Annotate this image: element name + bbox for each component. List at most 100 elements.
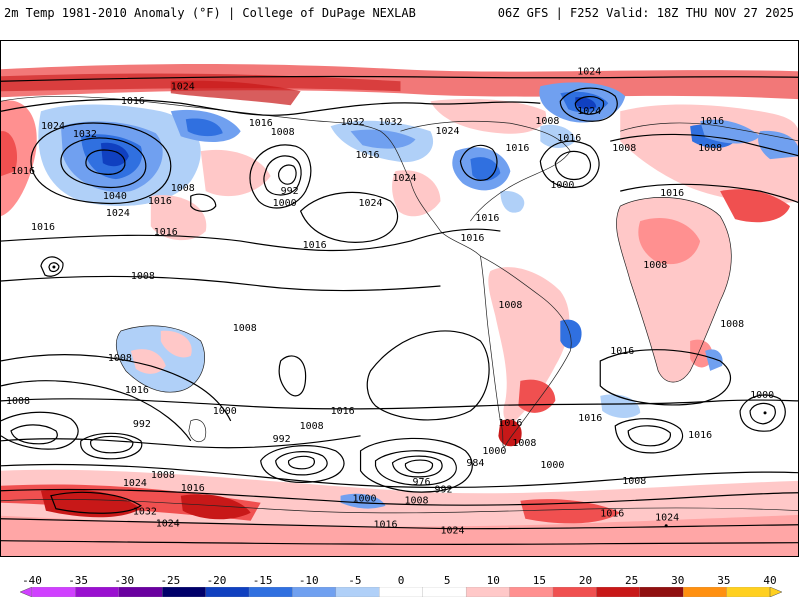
isobar-label: 1016	[660, 188, 684, 199]
isobar-label: 1040	[103, 191, 127, 202]
isobar-label: 1008	[622, 476, 646, 487]
isobar-label: 1008	[300, 421, 324, 432]
isobar-label: 1024	[435, 126, 459, 137]
colorbar-tick-label: 15	[532, 574, 546, 587]
isobar-label: 1008	[151, 470, 175, 481]
colorbar-swatch	[465, 587, 511, 597]
colorbar-tick-label: -20	[206, 574, 227, 587]
model-valid-time: 06Z GFS | F252 Valid: 18Z THU NOV 27 202…	[497, 6, 794, 20]
temperature-anomaly-map: 1016 1024 1024 1016 1032 1016 1008 1032 …	[0, 40, 799, 557]
isobar-label: 1000	[750, 390, 774, 401]
isobar-label: 1000	[353, 494, 377, 505]
isobar-label: 1024	[655, 513, 679, 524]
colorbar	[20, 587, 782, 597]
isobar-label: 1008	[698, 143, 722, 154]
colorbar-tick-label: 40	[763, 574, 777, 587]
isobar-label: 1024	[577, 106, 601, 117]
isobar-label: 1024	[156, 519, 180, 530]
colorbar-tick-label: -25	[160, 574, 181, 587]
isobar-label: 1024	[106, 208, 130, 219]
isobar-label: 1016	[125, 385, 149, 396]
isobar-label: 1016	[331, 406, 355, 417]
colorbar-tick-label: -40	[22, 574, 42, 587]
colorbar-tick-label: -15	[252, 574, 273, 587]
colorbar-swatch	[248, 587, 294, 597]
isobar-label: 1008	[612, 143, 636, 154]
isobar-label: 1016	[578, 413, 602, 424]
isobar-label: 1032	[73, 129, 97, 140]
isobar-label: 992	[273, 434, 291, 445]
isobar-label: 1024	[41, 121, 65, 132]
isobar-label: 1024	[440, 526, 464, 537]
pressure-center-markers	[52, 265, 767, 528]
colorbar-tick-label: 35	[717, 574, 731, 587]
colorbar-swatch	[726, 587, 771, 597]
colorbar-swatch	[639, 587, 684, 597]
isobar-label: 1008	[512, 438, 536, 449]
isobar-label: 1008	[108, 353, 132, 364]
isobar-label: 1016	[356, 150, 380, 161]
low-center-marker	[763, 411, 767, 415]
isobar-label: 1016	[505, 143, 529, 154]
isobar-label: 992	[133, 419, 151, 430]
isobar-label: 992	[281, 186, 299, 197]
colorbar-swatch	[422, 587, 467, 597]
colorbar-tick-label: 10	[486, 574, 500, 587]
colorbar-tick-label: 30	[671, 574, 685, 587]
colorbar-swatch	[335, 587, 380, 597]
isobar-label: 984	[466, 458, 484, 469]
isobar-label: 1032	[133, 507, 157, 518]
colorbar-swatch	[205, 587, 250, 597]
colorbar-swatch	[509, 587, 554, 597]
isobar-label: 1016	[249, 118, 273, 129]
isobar-label: 1016	[121, 96, 145, 107]
isobar-label: 1008	[171, 183, 195, 194]
isobar-label: 1016	[498, 418, 522, 429]
isobar-label: 1016	[31, 222, 55, 233]
isobars	[1, 75, 798, 545]
isobar-label: 1016	[475, 213, 499, 224]
isobar-label: 1000	[540, 460, 564, 471]
colorbar-swatch	[118, 587, 163, 597]
colorbar-tick-label: -30	[114, 574, 135, 587]
isobar-label: 1000	[482, 446, 506, 457]
low-center-marker	[664, 524, 668, 528]
isobar-label: 976	[412, 477, 430, 488]
isobar-label: 1024	[123, 478, 147, 489]
isobar-label: 1024	[393, 173, 417, 184]
colorbar-swatch	[162, 587, 207, 597]
isobar-label: 1016	[154, 227, 178, 238]
colorbar-swatch	[292, 587, 337, 597]
isobar-label: 1024	[359, 198, 383, 209]
isobar-label: 1016	[557, 133, 581, 144]
map-title: 2m Temp 1981-2010 Anomaly (°F) | College…	[4, 6, 416, 20]
isobar-label: 1008	[131, 271, 155, 282]
colorbar-tick-label: -5	[348, 574, 362, 587]
colorbar-tick-label: 0	[397, 574, 405, 587]
isobar-label: 1008	[643, 260, 667, 271]
isobar-label: 1008	[233, 323, 257, 334]
colorbar-swatch	[31, 587, 77, 597]
isobar-label: 1008	[6, 396, 30, 407]
isobar-labels: 1016 1024 1024 1016 1032 1016 1008 1032 …	[6, 66, 774, 536]
header: 2m Temp 1981-2010 Anomaly (°F) | College…	[0, 0, 800, 40]
isobar-label: 1016	[148, 196, 172, 207]
isobar-label: 1016	[374, 520, 398, 531]
colorbar-tick-label: -35	[68, 574, 89, 587]
isobar-label: 1032	[379, 117, 403, 128]
colorbar-tick-label: 25	[625, 574, 639, 587]
colorbar-tick-label: -10	[298, 574, 319, 587]
isobar-label: 992	[434, 485, 452, 496]
colorbar-max-arrow	[769, 587, 782, 597]
isobar-label: 1032	[341, 117, 365, 128]
colorbar-swatch	[596, 587, 641, 597]
isobar-label: 1008	[271, 127, 295, 138]
isobar-label: 1008	[404, 496, 428, 507]
colorbar-swatch	[552, 587, 598, 597]
isobar-label: 1008	[535, 116, 559, 127]
colorbar-tick-label: 20	[578, 574, 593, 587]
map-svg: 1016 1024 1024 1016 1032 1016 1008 1032 …	[1, 41, 798, 556]
colorbar-swatch	[379, 587, 424, 597]
isobar-label: 1016	[700, 116, 724, 127]
colorbar-swatch	[75, 587, 120, 597]
